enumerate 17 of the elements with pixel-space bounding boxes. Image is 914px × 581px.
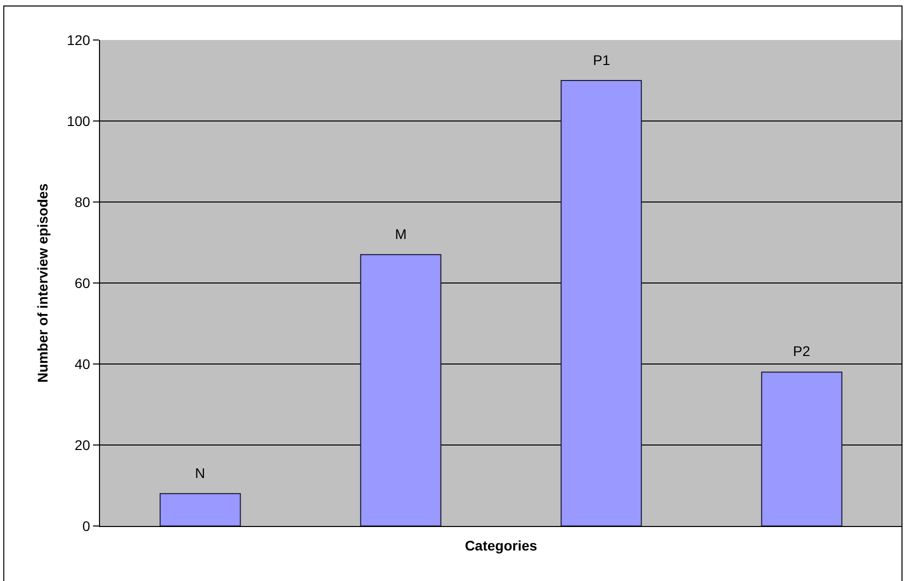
y-tick-label: 40: [74, 356, 90, 372]
x-tick-label: P2: [793, 343, 810, 359]
y-tick-label: 20: [74, 436, 90, 453]
x-tick-label: N: [195, 465, 206, 481]
y-tick-label: 60: [74, 274, 90, 291]
bar: [761, 372, 842, 526]
x-tick-label: M: [395, 226, 407, 242]
bar: [360, 254, 442, 526]
bar: [160, 493, 241, 526]
bar: [560, 80, 642, 526]
y-tick-label: 100: [66, 112, 90, 129]
y-tick-label: 80: [74, 194, 90, 210]
y-tick-label: 120: [66, 32, 90, 48]
x-axis-title: Categories: [464, 537, 538, 554]
x-tick-label: P1: [593, 52, 610, 68]
y-axis-title: Number of interview episodes: [34, 183, 50, 383]
y-tick-label: 0: [82, 518, 90, 534]
